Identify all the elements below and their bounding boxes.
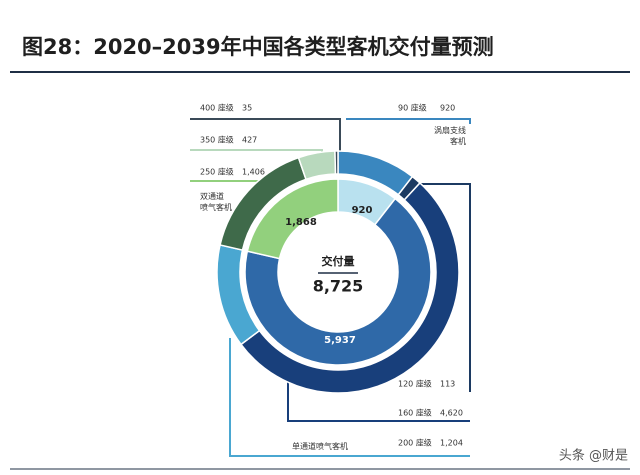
connector xyxy=(346,118,471,124)
outer-category-label: 160 座级 xyxy=(398,408,432,418)
center-title: 交付量 xyxy=(322,254,355,268)
connector xyxy=(229,338,470,457)
connector xyxy=(410,183,471,392)
connector xyxy=(287,368,470,422)
outer-value-label: 113 xyxy=(440,380,455,389)
outer-value-label: 4,620 xyxy=(440,409,463,418)
outer-category-label: 200 座级 xyxy=(398,438,432,448)
inner-value-label: 920 xyxy=(352,205,373,216)
inner-category-label: 涡扇支线客机 xyxy=(434,125,466,146)
outer-value-label: 920 xyxy=(440,104,455,113)
chart-title: 图28：2020–2039年中国各类型客机交付量预测 xyxy=(22,35,494,59)
outer-slice xyxy=(334,150,339,175)
outer-category-label: 90 座级 xyxy=(398,103,427,113)
outer-value-label: 35 xyxy=(242,104,252,113)
watermark: 头条 @财是 xyxy=(559,448,628,464)
outer-slice xyxy=(297,150,337,181)
inner-category-label: 单通道喷气客机 xyxy=(292,441,348,451)
outer-category-label: 400 座级 xyxy=(200,103,234,113)
outer-category-label: 250 座级 xyxy=(200,167,234,177)
center-value: 8,725 xyxy=(313,277,364,296)
outer-category-label: 120 座级 xyxy=(398,379,432,389)
outer-value-label: 1,406 xyxy=(242,168,265,177)
outer-value-label: 427 xyxy=(242,136,257,145)
connector xyxy=(190,118,341,153)
outer-category-label: 350 座级 xyxy=(200,135,234,145)
inner-value-label: 5,937 xyxy=(324,335,356,346)
inner-value-label: 1,868 xyxy=(285,217,317,228)
inner-slice xyxy=(244,197,432,366)
inner-slice xyxy=(246,178,339,260)
outer-value-label: 1,204 xyxy=(440,439,463,448)
inner-category-label: 双通道喷气客机 xyxy=(200,191,232,212)
